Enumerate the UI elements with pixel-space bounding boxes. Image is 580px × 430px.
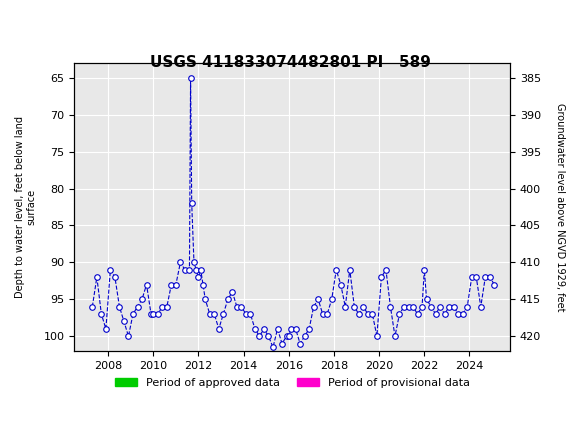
Bar	[483, 355, 501, 362]
Legend: Period of approved data, Period of provisional data: Period of approved data, Period of provi…	[110, 374, 474, 393]
Text: USGS 411833074482801 PI   589: USGS 411833074482801 PI 589	[150, 55, 430, 70]
Bar	[79, 355, 483, 362]
Y-axis label: Depth to water level, feet below land
surface: Depth to water level, feet below land su…	[15, 116, 37, 298]
Y-axis label: Groundwater level above NGVD 1929, feet: Groundwater level above NGVD 1929, feet	[555, 103, 565, 311]
Text: ▒USGS: ▒USGS	[79, 29, 154, 49]
